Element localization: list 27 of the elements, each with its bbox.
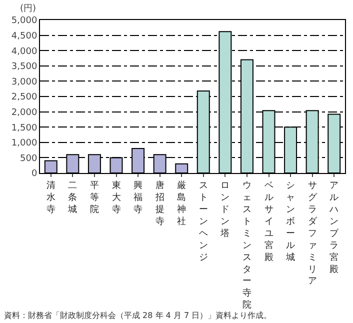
y-tick-label: 3,000 [11, 77, 38, 88]
y-tick-label: 4,500 [11, 31, 38, 42]
x-tick-label: ロンドン塔 [220, 180, 230, 239]
x-tick-label: ベルサイユ宮殿 [264, 180, 274, 263]
x-tick-label: 唐招提寺 [154, 180, 164, 227]
x-tick-label: 厳島神社 [177, 180, 186, 227]
y-tick-label: 1,500 [11, 123, 38, 134]
y-tick-label: 4,000 [11, 46, 38, 57]
x-tick-label: 二条城 [67, 180, 78, 215]
y-axis-title: (円) [20, 4, 36, 14]
x-tick-label: 興福寺 [134, 180, 143, 215]
x-tick-label: 清水寺 [46, 180, 56, 215]
y-tick-label: 500 [20, 154, 38, 164]
text: 資料：財務省「財政制度分科会（平成 28 年 4 月 7 日）」資料より作成。 [4, 311, 272, 320]
y-tick-label: 5,000 [11, 16, 38, 26]
y-tick-label: 1,000 [11, 138, 38, 149]
x-tick-label: 東大寺 [112, 180, 121, 215]
y-tick-label: 0 [31, 169, 38, 180]
y-tick-label: 3,500 [11, 62, 38, 72]
x-tick-label: シャンボール城 [285, 180, 296, 263]
x-tick-label: ストーンヘンジ [198, 180, 208, 263]
x-tick-label: アルハンブラ宮殿 [328, 180, 340, 275]
x-tick-label: 平等院 [90, 180, 99, 215]
y-tick-label: 2,000 [11, 108, 38, 118]
y-tick-label: 2,500 [11, 92, 38, 103]
category-label: ウェストミンスター寺院 [242, 180, 252, 311]
category-label: サグラダファミリア [308, 180, 317, 287]
